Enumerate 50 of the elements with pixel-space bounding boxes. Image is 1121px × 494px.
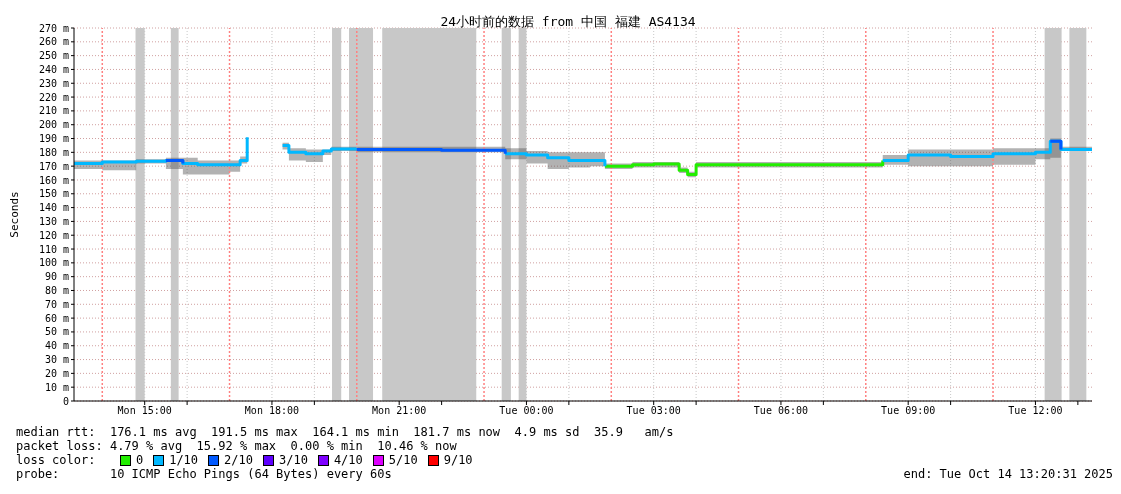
y-tick-label: 0 bbox=[62, 395, 69, 407]
y-tick-label: 20 m bbox=[44, 367, 69, 379]
y-tick-label: 250 m bbox=[38, 50, 69, 62]
y-tick-label: 160 m bbox=[38, 174, 69, 186]
y-axis-title: Seconds bbox=[7, 191, 21, 238]
legend-label: 1/10 bbox=[169, 453, 199, 467]
y-tick-label: 50 m bbox=[44, 326, 69, 338]
y-tick-label: 170 m bbox=[38, 160, 69, 172]
text: probe: 10 ICMP Echo Pings (64 Bytes) every 60s bbox=[16, 467, 392, 481]
y-tick-label: 30 m bbox=[44, 354, 69, 366]
legend-title: loss color: bbox=[16, 453, 97, 467]
y-tick-label: 180 m bbox=[38, 146, 69, 158]
x-tick-label: Mon 21:00 bbox=[372, 405, 427, 417]
y-tick-label: 120 m bbox=[38, 229, 69, 241]
legend-label: 4/10 bbox=[333, 453, 363, 467]
y-tick-label: 40 m bbox=[44, 340, 69, 352]
x-tick-label: Mon 18:00 bbox=[244, 405, 300, 417]
y-tick-label: 230 m bbox=[38, 77, 69, 89]
y-tick-label: 90 m bbox=[44, 271, 69, 283]
x-tick-label: Tue 06:00 bbox=[753, 405, 809, 417]
text: packet loss: 4.79 % avg 15.92 % max 0.00 % min 10.46 % now bbox=[16, 439, 458, 453]
legend-label: 2/10 bbox=[224, 453, 253, 467]
y-tick-label: 240 m bbox=[38, 63, 69, 75]
y-tick-label: 200 m bbox=[38, 119, 69, 131]
y-tick-label: 140 m bbox=[38, 202, 69, 214]
text: median rtt: 176.1 ms avg 191.5 ms max 164.1 ms min 181.7 ms now 4.9 ms sd 35.9 am/s bbox=[16, 425, 675, 439]
text: end: Tue Oct 14 13:20:31 2025 bbox=[903, 467, 1113, 481]
y-tick-label: 150 m bbox=[38, 188, 69, 200]
y-tick-label: 60 m bbox=[44, 312, 69, 324]
x-tick-label: Tue 09:00 bbox=[881, 405, 936, 417]
y-tick-label: 70 m bbox=[44, 298, 69, 310]
legend-label: 0 bbox=[135, 453, 144, 467]
x-tick-label: Tue 00:00 bbox=[499, 405, 554, 417]
legend-label: 9/10 bbox=[443, 453, 473, 467]
y-tick-label: 100 m bbox=[38, 257, 69, 269]
y-tick-label: 210 m bbox=[38, 105, 69, 117]
y-tick-label: 130 m bbox=[38, 215, 69, 227]
chart-title: 24小时前的数据 from 中国 福建 AS4134 bbox=[440, 14, 696, 29]
x-tick-label: Tue 12:00 bbox=[1008, 405, 1063, 417]
y-tick-label: 260 m bbox=[38, 36, 69, 48]
y-tick-label: 80 m bbox=[44, 285, 69, 297]
x-tick-label: Mon 15:00 bbox=[117, 405, 172, 417]
x-tick-label: Tue 03:00 bbox=[626, 405, 681, 417]
y-tick-label: 10 m bbox=[44, 381, 69, 393]
y-tick-label: 220 m bbox=[38, 91, 69, 103]
y-tick-label: 190 m bbox=[38, 133, 69, 145]
legend-label: 5/10 bbox=[388, 453, 418, 467]
legend-label: 3/10 bbox=[278, 453, 308, 467]
y-tick-label: 270 m bbox=[38, 22, 69, 34]
y-tick-label: 110 m bbox=[38, 243, 69, 255]
